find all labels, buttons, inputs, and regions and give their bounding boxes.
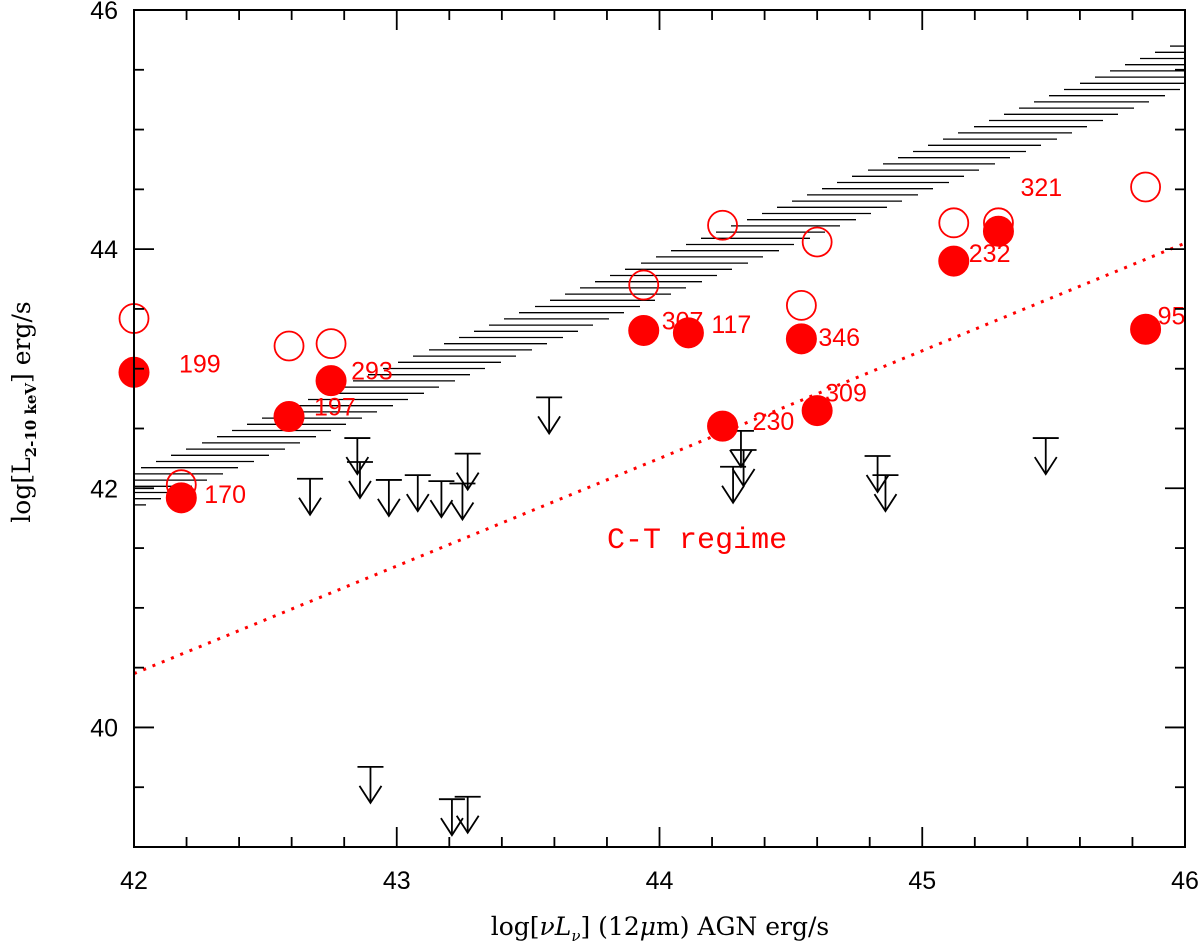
open-circle-point — [938, 207, 970, 239]
point-label: 293 — [351, 358, 393, 386]
axis-ticks — [133, 9, 1186, 848]
upper-limit-arrow — [730, 449, 757, 488]
upper-limit-arrow — [375, 479, 402, 518]
point-label: 197 — [314, 394, 356, 422]
filled-circle-point — [315, 365, 347, 397]
arrow-head — [1033, 456, 1058, 476]
arrow-head — [429, 499, 454, 519]
upper-limit-arrow — [449, 482, 476, 522]
arrow-head — [298, 497, 322, 517]
open-circle-point — [273, 330, 305, 362]
filled-circle-point — [273, 401, 305, 433]
point-label: 307 — [662, 307, 704, 335]
upper-limit-arrows — [297, 396, 1059, 837]
x-tick-label: 43 — [383, 867, 411, 895]
x-axis-label: log[νLν] (12μm) AGN erg/s — [491, 912, 830, 945]
x-tick-label: 46 — [1171, 867, 1199, 895]
arrow-head — [729, 449, 753, 469]
arrow-head — [406, 493, 430, 513]
axis-tick-labels: 42 43 44 45 46 40 42 44 46 — [90, 0, 1199, 895]
x-tick-label: 45 — [908, 867, 936, 895]
upper-limit-arrow — [872, 474, 899, 513]
upper-limit-arrow — [404, 474, 431, 513]
point-labels: 199 170 197 293 307 117 230 346 309 232 321 95 — [179, 174, 1185, 509]
arrow-head — [873, 493, 898, 513]
arrow-head — [537, 415, 561, 436]
point-label: 230 — [753, 408, 795, 436]
open-circle-point — [628, 269, 660, 301]
upper-limit-arrow — [454, 795, 481, 835]
upper-limit-arrow — [357, 765, 384, 805]
filled-circle-point — [938, 245, 970, 277]
arrow-head — [731, 468, 756, 488]
upper-limit-arrow — [536, 396, 563, 436]
arrow-head — [721, 485, 745, 505]
upper-limit-arrow — [297, 477, 324, 517]
arrow-head — [450, 502, 475, 522]
x-tick-label: 44 — [646, 867, 674, 895]
filled-circle-point — [672, 317, 704, 349]
upper-limit-arrow — [346, 461, 373, 500]
arrow-head — [358, 785, 383, 805]
point-label: 199 — [179, 350, 221, 378]
open-circle-point — [801, 226, 833, 258]
filled-circle-point — [707, 410, 739, 442]
ct-regime-label: C-T regime — [607, 524, 787, 558]
filled-circle-point — [785, 323, 817, 355]
upper-limit-arrow — [454, 452, 481, 492]
y-tick-label: 46 — [90, 0, 118, 25]
y-tick-label: 42 — [90, 475, 118, 503]
upper-limit-arrow — [438, 798, 465, 837]
open-circle-point — [707, 209, 738, 241]
y-axis-label: log[L2-10 keV] erg/s — [7, 301, 40, 522]
point-label: 117 — [711, 311, 751, 339]
filled-circle-point — [165, 482, 197, 514]
open-circle-point — [785, 289, 817, 321]
upper-limit-arrow — [344, 437, 371, 476]
ct-boundary-line — [133, 241, 1186, 676]
y-tick-label: 44 — [90, 236, 118, 264]
upper-limit-arrow — [864, 455, 891, 494]
open-circle-point — [315, 328, 347, 360]
point-label: 95 — [1158, 302, 1186, 330]
filled-circle-point — [628, 314, 660, 346]
open-circle-point — [1130, 171, 1161, 203]
upper-limit-arrow — [428, 480, 455, 519]
arrow-head — [348, 480, 372, 500]
upper-limit-arrow — [1032, 437, 1059, 476]
point-label: 346 — [818, 324, 860, 352]
point-label: 309 — [825, 380, 867, 408]
filled-circle-point — [982, 215, 1014, 247]
filled-circle-point — [801, 395, 833, 427]
point-label: 170 — [204, 481, 246, 509]
point-label: 232 — [969, 240, 1011, 268]
arrow-head — [455, 472, 480, 492]
point-label: 321 — [1020, 174, 1062, 202]
filled-circle-point — [1130, 313, 1162, 345]
filled-circle-points — [118, 215, 1162, 514]
arrow-head — [455, 815, 480, 835]
intrinsic-relation-band — [134, 45, 1185, 506]
arrow-head — [377, 498, 401, 518]
x-tick-label: 42 — [120, 867, 148, 895]
y-tick-label: 40 — [90, 714, 118, 742]
arrow-head — [440, 817, 464, 837]
